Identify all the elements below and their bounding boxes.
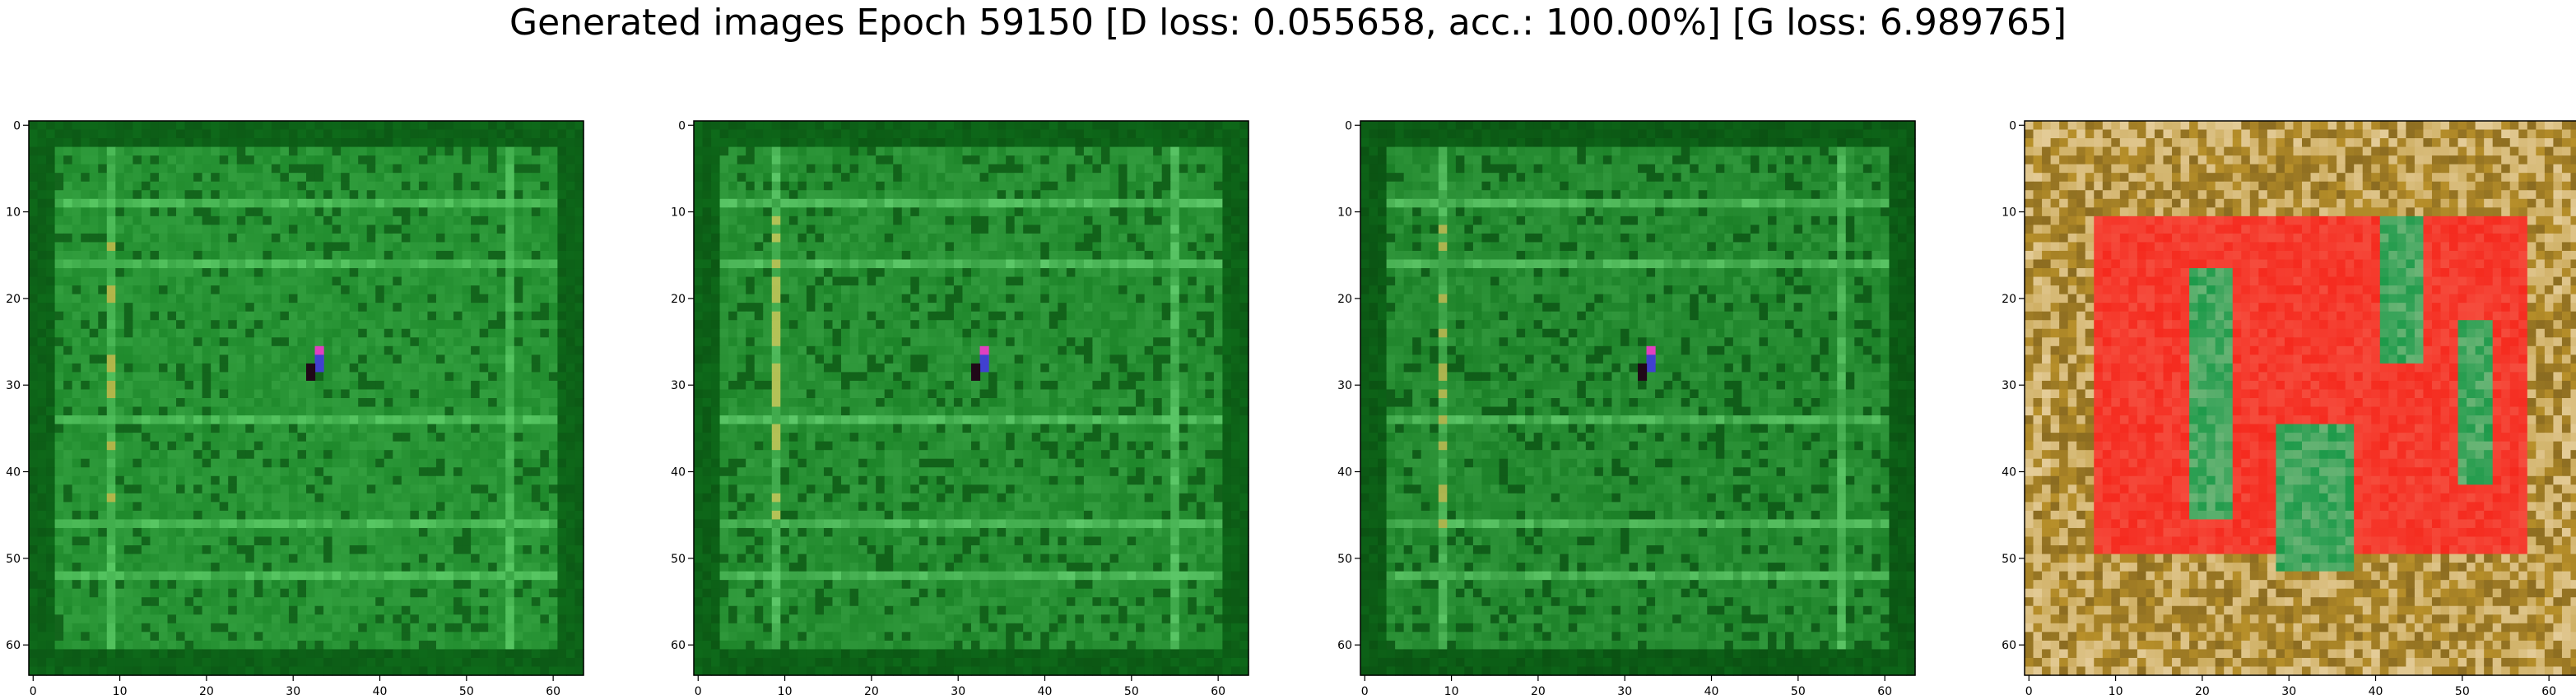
y-tick-label: 50 <box>2002 553 2016 566</box>
x-tick-label: 60 <box>2541 685 2556 695</box>
y-tick-label: 60 <box>2002 639 2016 652</box>
x-tick-label: 20 <box>864 685 879 695</box>
y-tick-label: 50 <box>1337 553 1352 566</box>
x-tick-label: 60 <box>1877 685 1892 695</box>
image-pixels <box>2025 121 2576 676</box>
x-tick-label: 40 <box>1038 685 1053 695</box>
x-tick-label: 10 <box>113 685 128 695</box>
x-tick-label: 0 <box>695 685 702 695</box>
x-tick-label: 10 <box>1444 685 1459 695</box>
x-tick-label: 20 <box>1531 685 1546 695</box>
x-tick-label: 50 <box>2455 685 2470 695</box>
y-tick-label: 10 <box>1337 206 1352 220</box>
image-pixels <box>29 121 584 676</box>
y-tick-label: 60 <box>671 639 686 652</box>
y-tick-label: 10 <box>671 206 686 220</box>
y-tick-label: 10 <box>6 206 21 220</box>
y-tick-label: 30 <box>671 379 686 392</box>
y-tick-label: 40 <box>671 466 686 480</box>
axes-frame <box>693 120 1249 676</box>
y-tick-label: 20 <box>671 293 686 306</box>
image-panel-1: 0 10 20 30 40 50 60 0 10 20 30 40 50 60 <box>6 119 584 695</box>
x-tick-label: 60 <box>1211 685 1225 695</box>
x-tick-label: 30 <box>1617 685 1632 695</box>
y-tick-label: 50 <box>671 553 686 566</box>
y-tick-label: 20 <box>6 293 21 306</box>
axes-frame <box>2024 120 2576 676</box>
x-tick-label: 20 <box>199 685 214 695</box>
y-tick-label: 50 <box>6 553 21 566</box>
x-tick-label: 30 <box>286 685 300 695</box>
y-tick-label: 60 <box>1337 639 1352 652</box>
y-tick-label: 30 <box>2002 379 2016 392</box>
image-pixels <box>1360 121 1916 676</box>
axes-frame <box>28 120 584 676</box>
image-panel-2: 0 10 20 30 40 50 60 0 10 20 30 40 50 60 <box>671 119 1249 695</box>
x-tick-label: 60 <box>546 685 560 695</box>
x-tick-label: 0 <box>30 685 37 695</box>
y-tick-label: 0 <box>1345 119 1352 132</box>
y-tick-label: 0 <box>13 119 21 132</box>
x-tick-label: 40 <box>2369 685 2383 695</box>
x-tick-label: 30 <box>2281 685 2296 695</box>
x-tick-label: 10 <box>2109 685 2123 695</box>
y-tick-label: 0 <box>2009 119 2016 132</box>
y-tick-label: 20 <box>1337 293 1352 306</box>
image-panel-4: 0 10 20 30 40 50 60 0 10 20 30 40 50 60 <box>2002 119 2576 695</box>
x-tick-label: 50 <box>1791 685 1806 695</box>
axes-frame <box>1360 120 1916 676</box>
x-tick-label: 40 <box>373 685 388 695</box>
y-tick-label: 0 <box>678 119 686 132</box>
x-tick-label: 50 <box>1124 685 1139 695</box>
x-tick-label: 30 <box>951 685 965 695</box>
x-tick-label: 10 <box>778 685 793 695</box>
image-panel-3: 0 10 20 30 40 50 60 0 10 20 30 40 50 60 <box>1337 119 1916 695</box>
y-tick-label: 60 <box>6 639 21 652</box>
figure-title: Generated images Epoch 59150 [D loss: 0.… <box>509 2 2067 44</box>
x-tick-label: 20 <box>2195 685 2210 695</box>
x-tick-label: 0 <box>2025 685 2033 695</box>
y-tick-label: 40 <box>6 466 21 480</box>
y-tick-label: 10 <box>2002 206 2016 220</box>
x-tick-label: 0 <box>1361 685 1369 695</box>
image-pixels <box>694 121 1249 676</box>
y-tick-label: 40 <box>1337 466 1352 480</box>
x-tick-label: 50 <box>459 685 474 695</box>
y-tick-label: 30 <box>1337 379 1352 392</box>
x-tick-label: 40 <box>1704 685 1719 695</box>
y-tick-label: 30 <box>6 379 21 392</box>
y-tick-label: 20 <box>2002 293 2016 306</box>
y-tick-label: 40 <box>2002 466 2016 480</box>
